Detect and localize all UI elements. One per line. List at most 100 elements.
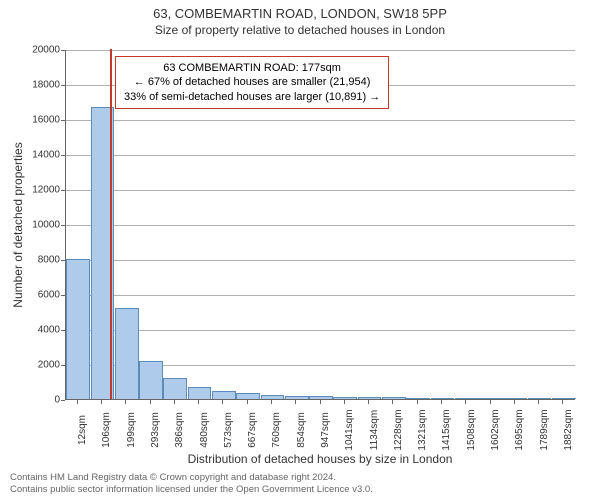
- x-tick-label: 667sqm: [247, 412, 258, 448]
- x-tick-mark: [417, 400, 418, 404]
- chart-container: 63, COMBEMARTIN ROAD, LONDON, SW18 5PP S…: [0, 0, 600, 500]
- x-tick-mark: [465, 400, 466, 404]
- x-tick-mark: [490, 400, 491, 404]
- x-tick-mark: [320, 400, 321, 404]
- gridline: [66, 260, 575, 261]
- gridline: [66, 190, 575, 191]
- annotation-line1: 63 COMBEMARTIN ROAD: 177sqm: [124, 61, 380, 75]
- attribution-line1: Contains HM Land Registry data © Crown c…: [10, 472, 373, 484]
- histogram-bar: [479, 398, 503, 399]
- y-axis-label: Number of detached properties: [11, 142, 25, 307]
- x-tick-mark: [441, 400, 442, 404]
- y-tick-mark: [61, 155, 65, 156]
- annotation-line2: ← 67% of detached houses are smaller (21…: [124, 75, 380, 89]
- x-tick-label: 1508sqm: [466, 409, 477, 450]
- x-tick-label: 573sqm: [223, 412, 234, 448]
- x-tick-label: 293sqm: [150, 412, 161, 448]
- gridline: [66, 225, 575, 226]
- x-tick-mark: [198, 400, 199, 404]
- gridline: [66, 295, 575, 296]
- y-tick-label: 2000: [25, 360, 60, 371]
- x-tick-label: 760sqm: [271, 412, 282, 448]
- histogram-bar: [236, 393, 260, 399]
- y-tick-label: 10000: [25, 220, 60, 231]
- gridline: [66, 50, 575, 51]
- histogram-bar: [455, 398, 479, 399]
- y-tick-mark: [61, 190, 65, 191]
- x-tick-label: 386sqm: [174, 412, 185, 448]
- x-tick-label: 12sqm: [77, 415, 88, 445]
- x-tick-mark: [125, 400, 126, 404]
- x-tick-label: 854sqm: [296, 412, 307, 448]
- x-tick-label: 1041sqm: [344, 409, 355, 450]
- y-tick-mark: [61, 85, 65, 86]
- gridline: [66, 330, 575, 331]
- x-axis-label: Distribution of detached houses by size …: [65, 452, 575, 466]
- chart-title: 63, COMBEMARTIN ROAD, LONDON, SW18 5PP: [0, 0, 600, 21]
- x-tick-mark: [77, 400, 78, 404]
- y-tick-label: 6000: [25, 290, 60, 301]
- x-tick-mark: [562, 400, 563, 404]
- x-tick-mark: [247, 400, 248, 404]
- y-tick-mark: [61, 295, 65, 296]
- y-tick-mark: [61, 400, 65, 401]
- x-tick-label: 480sqm: [199, 412, 210, 448]
- histogram-bar: [528, 398, 552, 399]
- histogram-bar: [212, 391, 236, 399]
- histogram-bar: [115, 308, 139, 399]
- x-tick-mark: [295, 400, 296, 404]
- histogram-bar: [358, 397, 382, 399]
- x-tick-mark: [368, 400, 369, 404]
- histogram-bar: [406, 398, 430, 399]
- x-tick-label: 1134sqm: [369, 410, 380, 450]
- x-tick-mark: [538, 400, 539, 404]
- x-tick-mark: [271, 400, 272, 404]
- x-tick-mark: [101, 400, 102, 404]
- gridline: [66, 155, 575, 156]
- x-tick-mark: [222, 400, 223, 404]
- y-tick-mark: [61, 330, 65, 331]
- y-tick-label: 16000: [25, 115, 60, 126]
- histogram-bar: [503, 398, 527, 399]
- x-tick-label: 106sqm: [101, 412, 112, 448]
- y-tick-label: 18000: [25, 80, 60, 91]
- x-tick-label: 1321sqm: [417, 409, 428, 450]
- attribution-line2: Contains public sector information licen…: [10, 484, 373, 496]
- y-tick-label: 12000: [25, 185, 60, 196]
- x-tick-label: 1602sqm: [490, 409, 501, 450]
- y-tick-mark: [61, 225, 65, 226]
- x-tick-label: 947sqm: [320, 412, 331, 448]
- y-tick-label: 8000: [25, 255, 60, 266]
- histogram-bar: [285, 396, 309, 400]
- y-tick-mark: [61, 260, 65, 261]
- y-tick-mark: [61, 50, 65, 51]
- histogram-bar: [382, 397, 406, 399]
- x-tick-label: 1228sqm: [393, 409, 404, 450]
- histogram-bar: [163, 378, 187, 399]
- x-tick-label: 1695sqm: [514, 409, 525, 450]
- histogram-bar: [552, 398, 576, 399]
- histogram-bar: [431, 398, 455, 399]
- y-tick-label: 20000: [25, 45, 60, 56]
- x-tick-label: 1789sqm: [539, 409, 550, 450]
- x-tick-mark: [174, 400, 175, 404]
- histogram-bar: [333, 397, 357, 399]
- x-tick-label: 199sqm: [126, 412, 137, 448]
- annotation-box: 63 COMBEMARTIN ROAD: 177sqm ← 67% of det…: [115, 56, 389, 109]
- histogram-bar: [309, 396, 333, 399]
- attribution: Contains HM Land Registry data © Crown c…: [10, 472, 373, 496]
- chart-subtitle: Size of property relative to detached ho…: [0, 21, 600, 37]
- gridline: [66, 120, 575, 121]
- y-tick-label: 0: [25, 395, 60, 406]
- x-tick-mark: [514, 400, 515, 404]
- histogram-bar: [139, 361, 163, 400]
- histogram-bar: [261, 395, 285, 399]
- y-tick-mark: [61, 365, 65, 366]
- x-tick-mark: [344, 400, 345, 404]
- histogram-bar: [188, 387, 212, 399]
- x-tick-mark: [392, 400, 393, 404]
- annotation-line3: 33% of semi-detached houses are larger (…: [124, 90, 380, 104]
- marker-line: [110, 49, 112, 399]
- x-tick-label: 1415sqm: [441, 409, 452, 450]
- y-tick-label: 4000: [25, 325, 60, 336]
